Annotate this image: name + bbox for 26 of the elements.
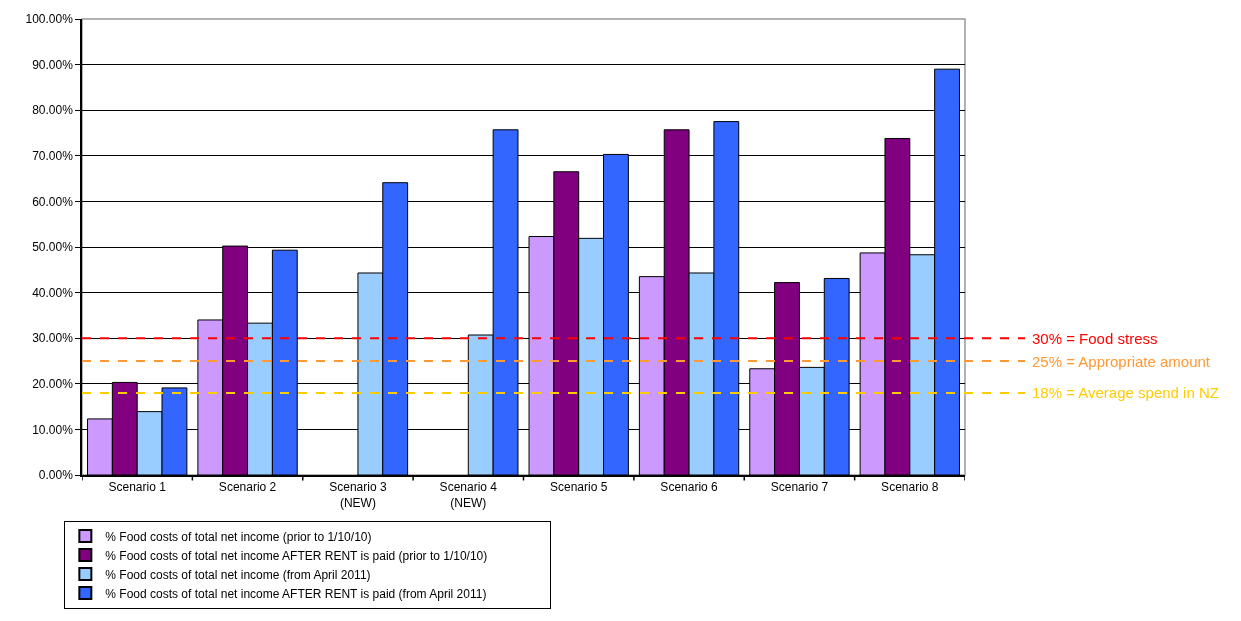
x-tick-label: Scenario 4 (NEW) xyxy=(439,480,498,510)
x-tick-label: Scenario 5 xyxy=(550,480,608,495)
ref-line-label: 30% = Food stress xyxy=(1032,330,1158,347)
legend-label: % Food costs of total net income (prior to 1/10/10) xyxy=(105,529,372,544)
x-tick-label: Scenario 2 xyxy=(218,480,277,495)
y-tick-label: 50.00% xyxy=(32,240,74,255)
y-tick-label: 10.00% xyxy=(32,422,74,437)
y-tick-label: 20.00% xyxy=(32,377,74,391)
legend-label: % Food costs of total net income AFTER RENT is paid (from April 2011) xyxy=(105,586,487,601)
ref-line-label: 25% = Appropriate amount xyxy=(1032,353,1211,370)
y-tick-label: 70.00% xyxy=(32,149,74,163)
x-tick-label: Scenario 3 (NEW) xyxy=(329,480,387,510)
legend-label: % Food costs of total net income AFTER RENT is paid (prior to 1/10/10) xyxy=(105,548,488,563)
ref-line-label: 18% = Average spend in NZ xyxy=(1032,384,1219,401)
x-tick-label: Scenario 1 xyxy=(108,480,167,495)
legend-label: % Food costs of total net income (from April 2011) xyxy=(105,567,371,582)
y-tick-label: 60.00% xyxy=(32,194,74,209)
x-tick-label: Scenario 6 xyxy=(660,480,719,495)
y-tick-label: 90.00% xyxy=(32,57,74,72)
y-tick-label: 30.00% xyxy=(32,331,74,346)
x-tick-label: Scenario 7 xyxy=(770,480,829,495)
y-tick-label: 100.00% xyxy=(25,12,74,27)
y-tick-label: 0.00% xyxy=(38,468,74,483)
y-tick-label: 80.00% xyxy=(32,103,74,118)
x-tick-label: Scenario 8 xyxy=(881,480,939,495)
y-tick-label: 40.00% xyxy=(32,285,74,300)
